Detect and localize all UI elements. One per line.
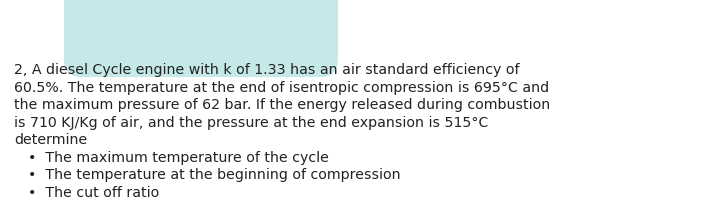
Text: determine: determine	[14, 133, 87, 147]
Text: •  The cut off ratio: • The cut off ratio	[28, 185, 159, 200]
Text: the maximum pressure of 62 bar. If the energy released during combustion: the maximum pressure of 62 bar. If the e…	[14, 98, 550, 112]
Text: is 710 KJ/Kg of air, and the pressure at the end expansion is 515°C: is 710 KJ/Kg of air, and the pressure at…	[14, 116, 488, 129]
FancyBboxPatch shape	[64, 0, 338, 77]
Text: •  The temperature at the beginning of compression: • The temperature at the beginning of co…	[28, 168, 400, 182]
Text: 2, A diesel Cycle engine with k of 1.33 has an air standard efficiency of: 2, A diesel Cycle engine with k of 1.33 …	[14, 63, 520, 77]
Text: 60.5%. The temperature at the end of isentropic compression is 695°C and: 60.5%. The temperature at the end of ise…	[14, 80, 549, 95]
Text: •  The maximum temperature of the cycle: • The maximum temperature of the cycle	[28, 151, 329, 164]
